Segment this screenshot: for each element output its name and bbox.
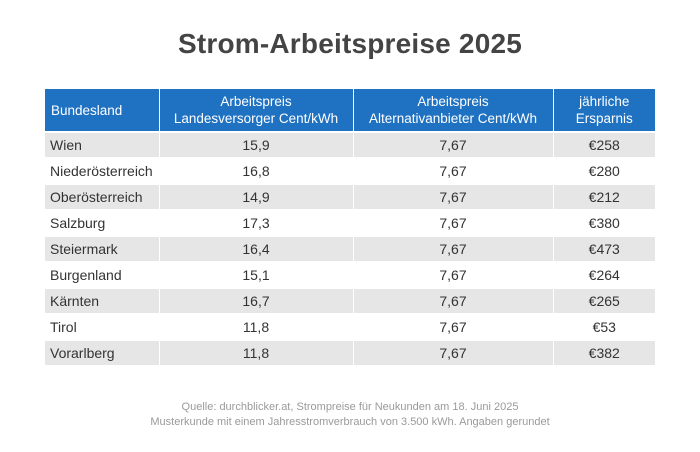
cell-landesversorger-price: 15,1 xyxy=(159,261,354,288)
cell-bundesland: Tirol xyxy=(45,313,160,340)
cell-ersparnis: €382 xyxy=(553,339,655,365)
cell-ersparnis: €258 xyxy=(553,131,655,158)
cell-alternativanbieter-price: 7,67 xyxy=(353,287,554,314)
table-row: Salzburg 17,3 7,67 €380 xyxy=(45,209,655,236)
cell-ersparnis: €380 xyxy=(553,209,655,236)
table-header-row: Bundesland Arbeitspreis Landesversorger Ce… xyxy=(45,89,655,132)
cell-landesversorger-price: 16,7 xyxy=(159,287,354,314)
column-header-line: Alternativanbieter Cent/kWh xyxy=(368,111,538,126)
cell-alternativanbieter-price: 7,67 xyxy=(353,339,554,365)
cell-bundesland: Oberösterreich xyxy=(45,183,160,210)
cell-bundesland: Burgenland xyxy=(45,261,160,288)
table-row: Oberösterreich 14,9 7,67 €212 xyxy=(45,183,655,210)
cell-alternativanbieter-price: 7,67 xyxy=(353,261,554,288)
cell-landesversorger-price: 16,8 xyxy=(159,157,354,184)
table-row: Steiermark 16,4 7,67 €473 xyxy=(45,235,655,262)
table-row: Burgenland 15,1 7,67 €264 xyxy=(45,261,655,288)
cell-bundesland: Salzburg xyxy=(45,209,160,236)
cell-landesversorger-price: 14,9 xyxy=(159,183,354,210)
column-header-line: Ersparnis xyxy=(575,111,633,126)
cell-bundesland: Kärnten xyxy=(45,287,160,314)
cell-landesversorger-price: 11,8 xyxy=(159,313,354,340)
column-header-line: Arbeitspreis xyxy=(220,94,292,109)
table-row: Wien 15,9 7,67 €258 xyxy=(45,131,655,158)
cell-alternativanbieter-price: 7,67 xyxy=(353,235,554,262)
source-line-1: Quelle: durchblicker.at, Strompreise für… xyxy=(181,401,519,413)
cell-alternativanbieter-price: 7,67 xyxy=(353,209,554,236)
cell-landesversorger-price: 16,4 xyxy=(159,235,354,262)
cell-landesversorger-price: 15,9 xyxy=(159,131,354,158)
cell-ersparnis: €473 xyxy=(553,235,655,262)
cell-ersparnis: €53 xyxy=(553,313,655,340)
price-table: Bundesland Arbeitspreis Landesversorger Ce… xyxy=(45,89,655,365)
table-row: Niederösterreich 16,8 7,67 €280 xyxy=(45,157,655,184)
column-header-col-ersparnis: jährliche Ersparnis xyxy=(553,89,655,132)
table-row: Kärnten 16,7 7,67 €265 xyxy=(45,287,655,314)
cell-alternativanbieter-price: 7,67 xyxy=(353,313,554,340)
column-header-line: Landesversorger Cent/kWh xyxy=(173,111,339,126)
source-line-2: Musterkunde mit einem Jahresstromverbrau… xyxy=(150,416,550,428)
column-header-line: Arbeitspreis xyxy=(417,94,489,109)
cell-bundesland: Vorarlberg xyxy=(45,339,160,365)
cell-alternativanbieter-price: 7,67 xyxy=(353,157,554,184)
cell-landesversorger-price: 11,8 xyxy=(159,339,354,365)
cell-landesversorger-price: 17,3 xyxy=(159,209,354,236)
table-body: Wien 15,9 7,67 €258 Niederösterreich 16,8 7,67… xyxy=(45,131,655,365)
page-title: Strom-Arbeitspreise 2025 xyxy=(177,28,523,59)
cell-ersparnis: €265 xyxy=(553,287,655,314)
table-row: Vorarlberg 11,8 7,67 €382 xyxy=(45,339,655,365)
column-header-line: Bundesland xyxy=(51,102,123,118)
source-note: Quelle: durchblicker.at, Strompreise für… xyxy=(0,400,700,430)
cell-ersparnis: €264 xyxy=(553,261,655,288)
column-header-col-bundesland: Bundesland xyxy=(45,89,160,132)
cell-alternativanbieter-price: 7,67 xyxy=(353,131,554,158)
cell-ersparnis: €212 xyxy=(553,183,655,210)
column-header-col-landesversorger: Arbeitspreis Landesversorger Cent/kWh xyxy=(159,89,354,132)
cell-bundesland: Steiermark xyxy=(45,235,160,262)
table-row: Tirol 11,8 7,67 €53 xyxy=(45,313,655,340)
cell-bundesland: Wien xyxy=(45,131,160,158)
column-header-line: jährliche xyxy=(579,94,630,109)
cell-alternativanbieter-price: 7,67 xyxy=(353,183,554,210)
column-header-col-alternativanbieter: Arbeitspreis Alternativanbieter Cent/kWh xyxy=(353,89,554,132)
cell-ersparnis: €280 xyxy=(553,157,655,184)
cell-bundesland: Niederösterreich xyxy=(45,157,160,184)
